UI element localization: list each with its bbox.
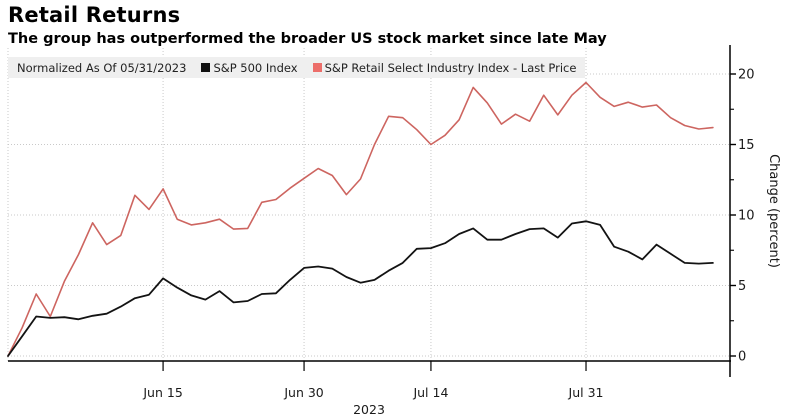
legend-item-label: S&P Retail Select Industry Index - Last … [324,60,577,75]
page-title: Retail Returns [8,3,181,27]
retail-index-swatch-icon [312,63,322,72]
chart-legend: Normalized As Of 05/31/2023 S&P 500 Inde… [8,57,586,78]
legend-item-label: S&P 500 Index [213,60,298,75]
y-tick-label: 10 [738,209,755,224]
retail-index-line-series [7,81,714,357]
x-tick-label: Jul 14 [412,385,448,400]
y-tick-label: 5 [738,279,746,294]
legend-item-retail-index: S&P Retail Select Industry Index - Last … [312,60,577,75]
gridlines [7,48,730,361]
x-tick-label: Jul 31 [568,385,604,400]
y-axis-title: Change (percent) [766,154,781,268]
x-tick-label: Jun 30 [283,385,323,400]
y-tick-label: 0 [738,350,746,365]
y-tick-label: 15 [738,138,755,153]
legend-normalized-label: Normalized As Of 05/31/2023 [17,60,187,75]
y-tick-label: 20 [738,68,755,83]
x-axis-year-label: 2023 [353,402,385,417]
chart-subtitle: The group has outperformed the broader U… [8,31,607,47]
sp500-line-series [7,220,714,357]
sp500-swatch-icon [201,63,211,72]
x-tick-label: Jun 15 [142,385,182,400]
tick-labels: 0 5 10 15 20 Jun 15 Jun 30 Jul 14 Jul 31 2023 Chan… [142,68,781,418]
axes [8,45,736,377]
legend-item-sp500: S&P 500 Index [201,60,298,75]
